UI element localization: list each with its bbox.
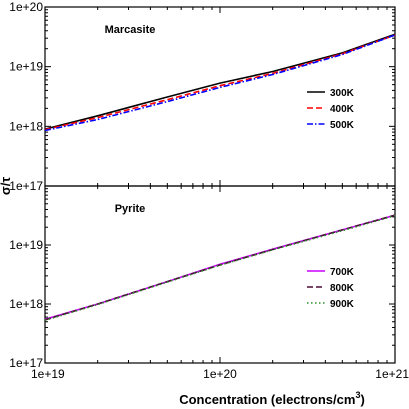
pyrite-x-tick-label: 1e+19 [31, 367, 65, 381]
pyrite-y-tick-label: 1e+17 [9, 356, 43, 370]
marcasite-legend-entry: 400K [330, 104, 355, 115]
x-axis-label: Concentration (electrons/cm3) [179, 390, 365, 407]
pyrite-legend-entry: 800K [330, 283, 355, 294]
pyrite-panel-label: Pyrite [115, 203, 146, 215]
marcasite-panel-label: Marcasite [105, 24, 156, 36]
marcasite-y-tick-label: 1e+18 [9, 119, 43, 133]
marcasite-y-tick-label: 1e+19 [9, 60, 43, 74]
marcasite-legend-entry: 500K [330, 120, 355, 131]
x-axis-label-suffix: ) [360, 392, 364, 407]
marcasite-y-tick-label: 1e+20 [9, 0, 43, 14]
y-axis-label: σ/τ [0, 177, 13, 196]
pyrite-legend-entry: 900K [330, 299, 355, 310]
pyrite-x-tick-label: 1e+20 [203, 367, 237, 381]
pyrite-series-line-800K [44, 214, 396, 321]
pyrite-y-tick-label: 1e+18 [9, 297, 43, 311]
pyrite-x-tick-label: 1e+21 [375, 367, 409, 381]
marcasite-panel: 1e+20 1e+19 1e+18 1e+17 Marcasite 300K 400K 500… [9, 0, 396, 193]
x-axis-label-main: Concentration (electrons/cm [179, 392, 355, 407]
x-axis-label-superscript: 3 [355, 390, 360, 400]
pyrite-legend-entry: 700K [330, 267, 355, 278]
pyrite-y-tick-label: 1e+19 [9, 238, 43, 252]
marcasite-y-tick-label: 1e+17 [9, 179, 43, 193]
marcasite-legend-entry: 300K [330, 88, 355, 99]
